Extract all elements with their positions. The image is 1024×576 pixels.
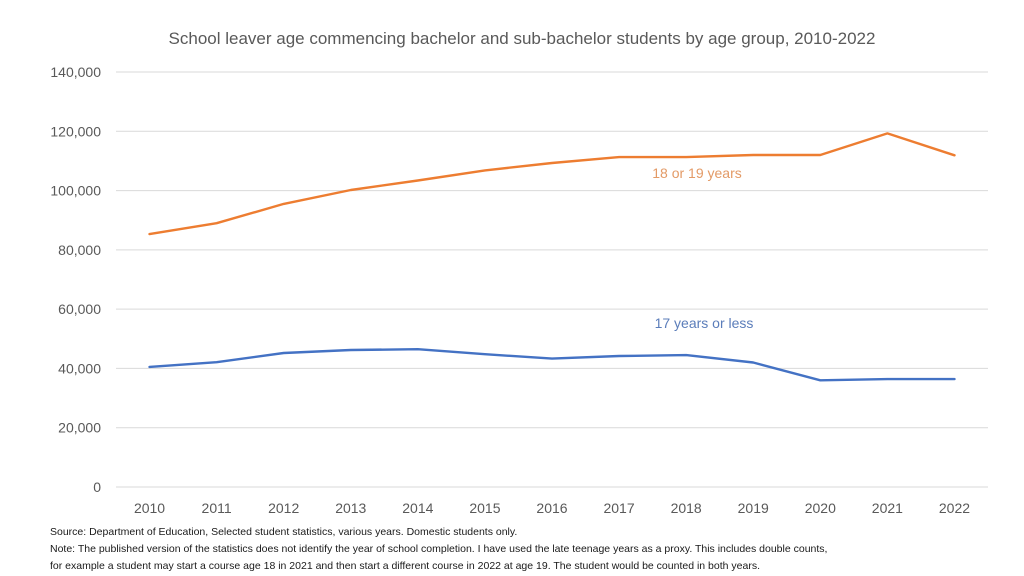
x-tick-label: 2016 bbox=[536, 500, 567, 516]
series-line-18-or-19-years bbox=[148, 132, 956, 236]
y-tick-label: 20,000 bbox=[58, 420, 101, 436]
x-tick-label: 2011 bbox=[202, 500, 232, 516]
chart-title: School leaver age commencing bachelor an… bbox=[169, 29, 876, 48]
x-tick-label: 2017 bbox=[603, 500, 634, 516]
x-tick-label: 2012 bbox=[268, 500, 299, 516]
series-lines bbox=[148, 132, 956, 382]
x-axis-ticks: 2010 2011 2012 2013 2014 2015 2016 2017 2018 2019… bbox=[134, 500, 970, 516]
x-tick-label: 2015 bbox=[469, 500, 500, 516]
y-tick-label: 40,000 bbox=[58, 360, 101, 376]
series-label-18-or-19-years: 18 or 19 years bbox=[652, 165, 742, 181]
chart-notes: Source: Department of Education, Selecte… bbox=[50, 524, 1020, 575]
y-tick-label: 100,000 bbox=[50, 183, 101, 199]
series-line-17-years-or-less bbox=[148, 348, 956, 382]
x-tick-label: 2019 bbox=[738, 500, 769, 516]
y-axis-ticks: 0 20,000 40,000 60,000 80,000 100,000 120,000 1… bbox=[50, 64, 101, 495]
x-tick-label: 2018 bbox=[671, 500, 702, 516]
y-tick-label: 120,000 bbox=[50, 123, 101, 139]
gridlines bbox=[116, 71, 988, 488]
methodology-note-line-2: for example a student may start a course… bbox=[50, 560, 760, 572]
y-tick-label: 140,000 bbox=[50, 64, 101, 80]
x-tick-label: 2010 bbox=[134, 500, 165, 516]
x-tick-label: 2021 bbox=[872, 500, 903, 516]
y-tick-label: 80,000 bbox=[58, 242, 101, 258]
x-tick-label: 2014 bbox=[402, 500, 433, 516]
source-note: Source: Department of Education, Selecte… bbox=[50, 526, 518, 538]
series-label-17-years-or-less: 17 years or less bbox=[655, 315, 754, 331]
y-tick-label: 0 bbox=[93, 479, 101, 495]
methodology-note-line-1: Note: The published version of the stati… bbox=[50, 543, 828, 555]
y-tick-label: 60,000 bbox=[58, 301, 101, 317]
x-tick-label: 2020 bbox=[805, 500, 836, 516]
x-tick-label: 2013 bbox=[335, 500, 366, 516]
x-tick-label: 2022 bbox=[939, 500, 970, 516]
